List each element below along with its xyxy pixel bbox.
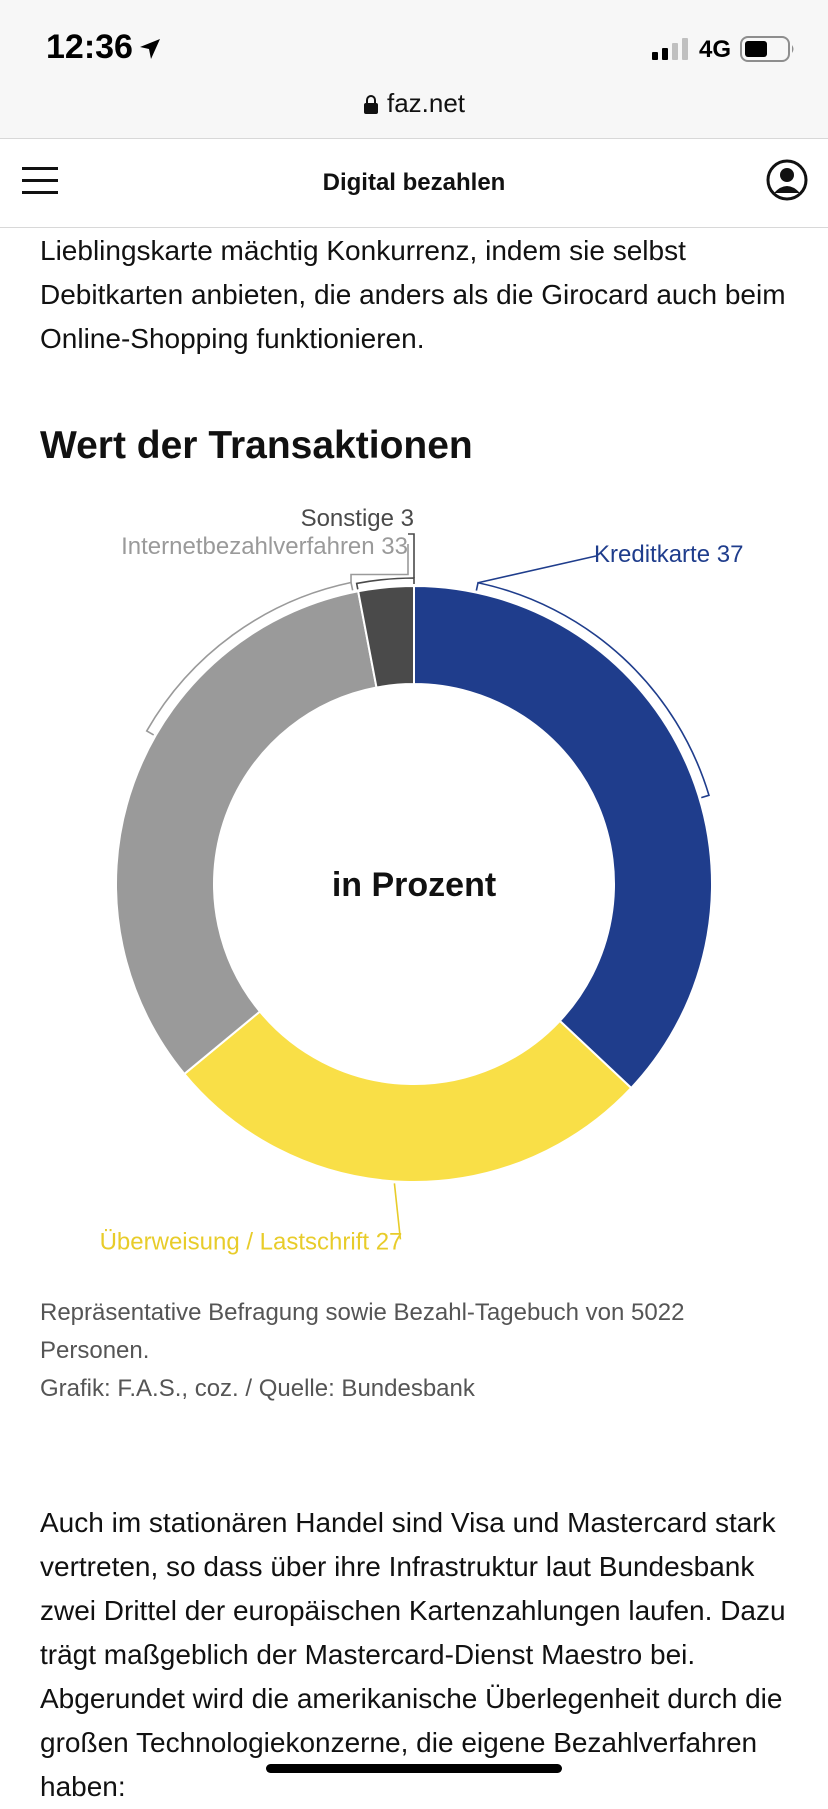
label-sonstige: Sonstige 3 xyxy=(301,505,414,532)
status-bar: 12:36 4G xyxy=(0,0,828,90)
lock-icon xyxy=(363,95,378,114)
label-kreditkarte: Kreditkarte 37 xyxy=(594,541,743,568)
bracket-kreditkarte xyxy=(475,581,710,799)
leader-sonstige xyxy=(408,533,415,578)
chart-heading: Wert der Transaktionen xyxy=(40,424,473,467)
caption-source-note: Repräsentative Befragung sowie Bezahl-Ta… xyxy=(40,1299,685,1364)
site-header: Digital bezahlen xyxy=(0,139,828,228)
network-type: 4G xyxy=(699,36,732,63)
donut-slice-sonstige xyxy=(356,584,415,689)
cellular-signal-icon xyxy=(652,38,688,60)
donut-chart: in Prozent Kreditkarte 37 Überweisung / La… xyxy=(0,500,828,1280)
status-time: 12:36 xyxy=(46,28,133,66)
home-indicator xyxy=(266,1764,562,1773)
article-paragraph-top: Lieblingskarte mächtig Konkurrenz, indem… xyxy=(40,235,786,354)
battery-icon xyxy=(740,36,794,62)
donut-slice-kreditkarte xyxy=(413,584,713,1090)
page-title: Digital bezahlen xyxy=(322,169,506,196)
hamburger-menu-icon[interactable] xyxy=(22,167,58,197)
user-account-icon[interactable] xyxy=(766,159,808,201)
article-paragraph-bottom: Auch im stationären Handel sind Visa und… xyxy=(40,1507,786,1802)
label-internetbezahlverfahren: Internetbezahlverfahren 33 xyxy=(121,533,408,560)
leader-kreditkarte xyxy=(477,555,597,584)
chart-caption: Repräsentative Befragung sowie Bezahl-Ta… xyxy=(40,1294,780,1408)
chart-center-label: in Prozent xyxy=(332,866,496,904)
leader-ueberweisung xyxy=(393,1183,402,1240)
leader-internetbezahlverfahren xyxy=(350,544,409,583)
bracket-internetbezahlverfahren xyxy=(145,581,354,736)
donut-chart-svg: in Prozent Kreditkarte 37 Überweisung / La… xyxy=(100,505,744,1255)
url-bar[interactable]: faz.net xyxy=(0,80,828,139)
caption-credit: Grafik: F.A.S., coz. / Quelle: Bundesban… xyxy=(40,1375,475,1402)
donut-slice-uberweisung-lastschrift xyxy=(182,1010,633,1183)
label-ueberweisung: Überweisung / Lastschrift 27 xyxy=(100,1228,403,1255)
donut-slice-internetbezahlverfahren xyxy=(115,590,378,1076)
url-domain: faz.net xyxy=(386,88,466,118)
location-arrow-icon xyxy=(140,39,160,59)
